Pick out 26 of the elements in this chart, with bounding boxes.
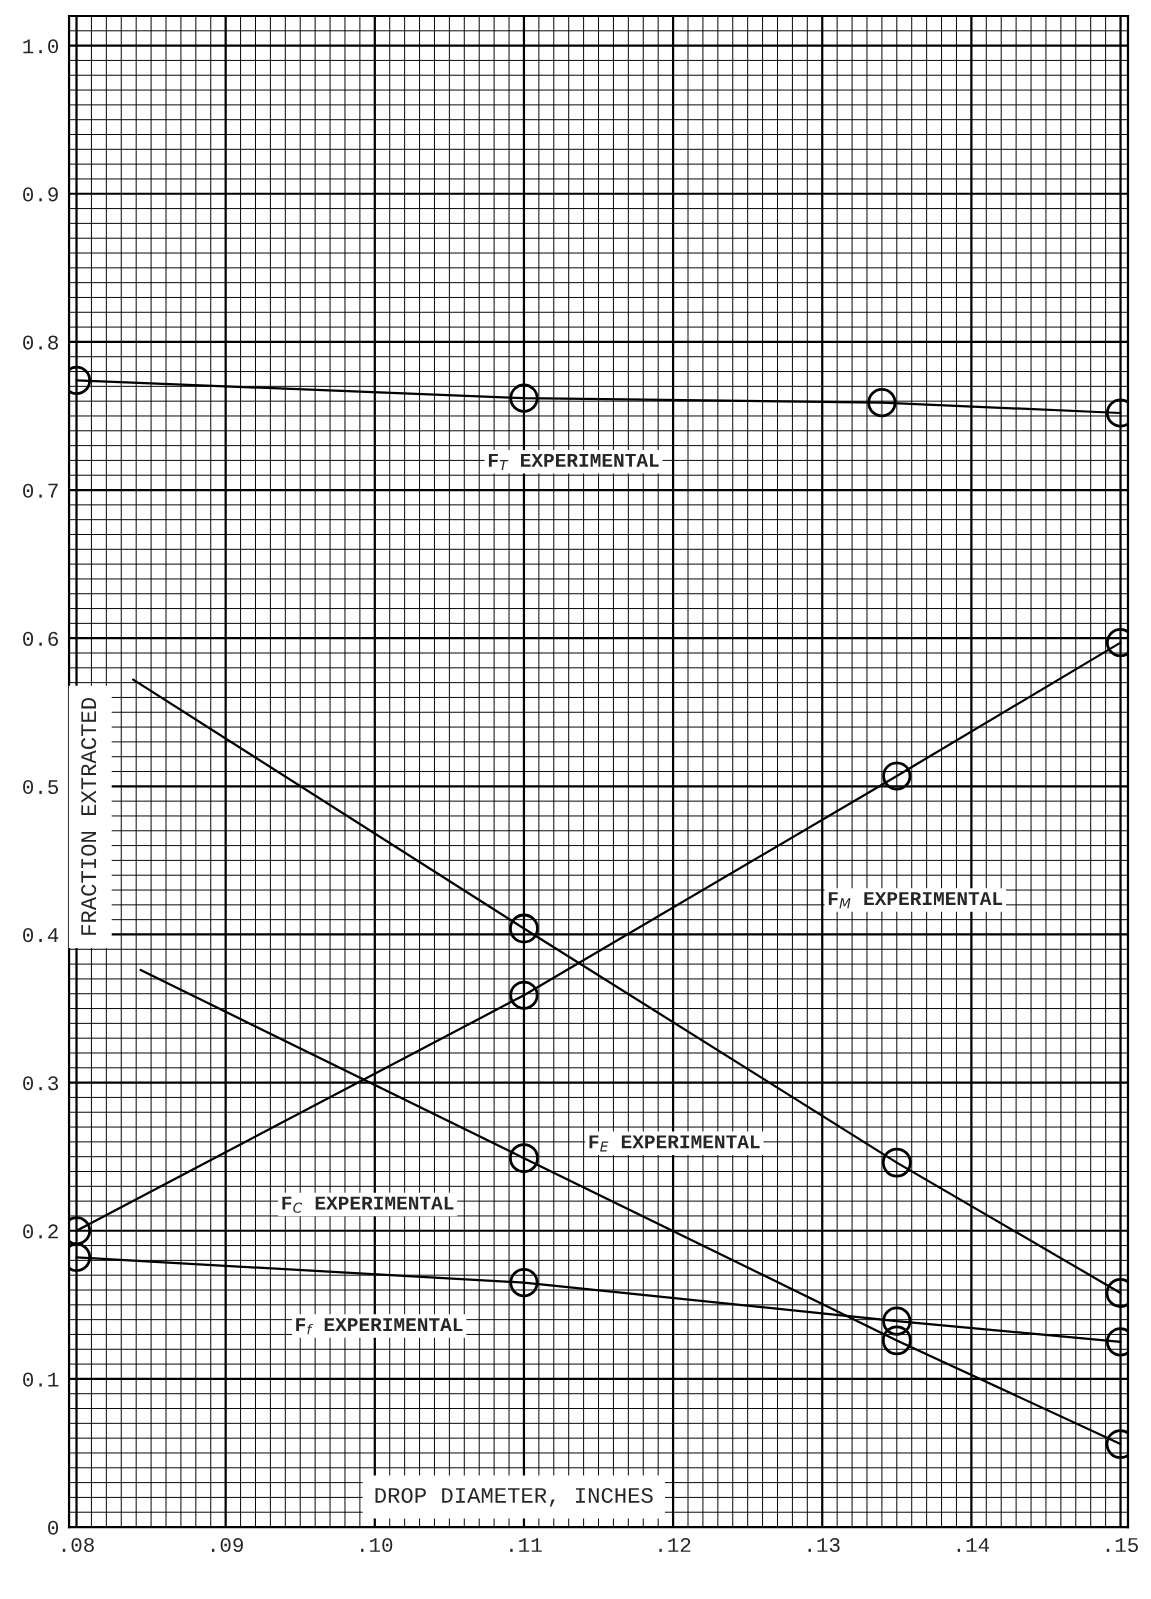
x-tick-label: .12 <box>659 1537 691 1552</box>
y-tick-label: 0.4 <box>23 928 59 943</box>
x-tick-label: .09 <box>211 1537 243 1553</box>
y-tick-label: 0.9 <box>23 187 58 202</box>
annotation: F$_{E}$ EXPERIMENTAL <box>589 1135 760 1152</box>
annotation: F$_{T}$ EXPERIMENTAL <box>488 453 659 470</box>
x-tick-label: .13 <box>808 1537 840 1553</box>
y-tick-label: 0.3 <box>23 1076 59 1091</box>
y-tick-label: 1.0 <box>23 39 59 54</box>
x-tick-label: .11 <box>510 1538 542 1552</box>
y-tick-label: 0 <box>48 1520 59 1535</box>
annotation: F$_{M}$ EXPERIMENTAL <box>828 892 1003 909</box>
x-tick-label: .08 <box>62 1537 94 1553</box>
x-axis-title: DROP DIAMETER, INCHES <box>375 1487 653 1507</box>
y-tick-label: 0.6 <box>23 631 58 646</box>
annotation: F$_{C}$ EXPERIMENTAL <box>282 1196 454 1213</box>
x-tick-label: .10 <box>361 1537 393 1553</box>
y-axis-title: FRACTION EXTRACTED <box>81 697 97 935</box>
y-tick-label: 0.5 <box>23 779 59 795</box>
x-tick-label: .14 <box>957 1538 990 1552</box>
y-tick-label: 0.8 <box>23 335 58 350</box>
y-tick-label: 0.1 <box>23 1372 59 1387</box>
y-tick-label: 0.2 <box>23 1224 58 1239</box>
y-tick-label: 0.7 <box>23 483 58 498</box>
annotation: F$_{f}$ EXPERIMENTAL <box>296 1318 463 1335</box>
x-tick-label: .15 <box>1106 1538 1138 1553</box>
